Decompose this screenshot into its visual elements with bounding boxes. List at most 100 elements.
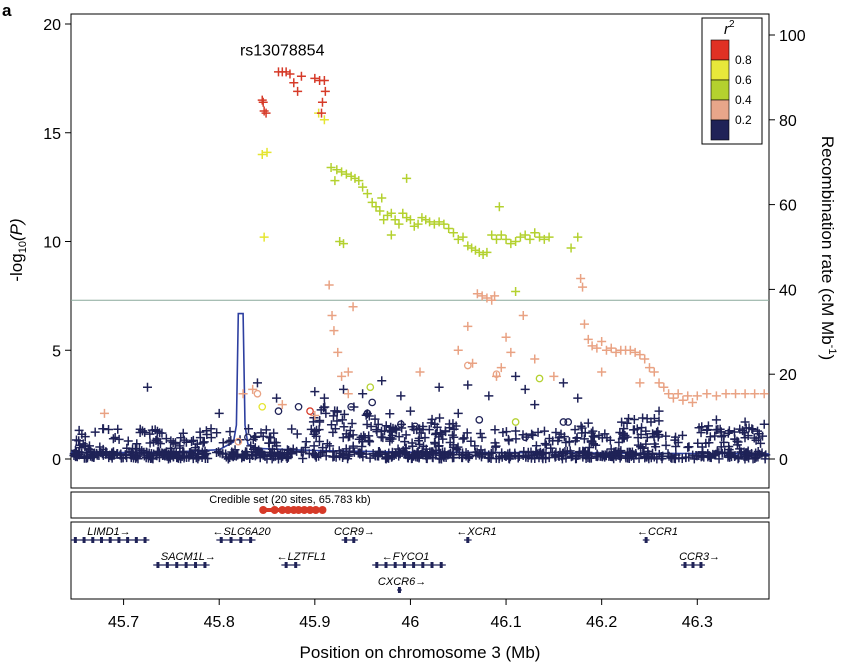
snp-point-r2-0.2-0.4 [337, 371, 347, 381]
snp-point-r2-low [277, 448, 287, 458]
snp-point-r2-low [155, 428, 165, 438]
snp-point-r2-low [681, 453, 691, 463]
snp-point-r2-low [331, 452, 341, 462]
snp-point-r2-0.4-0.6 [515, 232, 525, 242]
snp-point-r2-low [736, 447, 746, 457]
credible-set-site [284, 506, 293, 514]
credible-set-site [311, 506, 320, 514]
snp-point-r2-low [308, 417, 318, 427]
snp-point-r2-low [484, 391, 494, 401]
snp-point-r2-low [77, 448, 87, 458]
gene-exon [691, 562, 695, 568]
snp-point-r2-0.2-0.4 [576, 273, 586, 283]
credible-set-site [278, 506, 287, 514]
snp-point-r2-0.2-0.4 [702, 389, 712, 399]
snp-point-r2-0.8-1 [317, 97, 327, 107]
snp-point-r2-low [337, 415, 347, 425]
snp-point-r2-0.2-0.4 [343, 389, 353, 399]
snp-point-r2-low [734, 453, 744, 463]
snp-point-r2-low [386, 422, 396, 432]
snp-point-circle [258, 402, 267, 411]
snp-point-r2-0.4-0.6 [494, 202, 504, 212]
snp-point-r2-low [266, 433, 276, 443]
gene-label-fyco1: ←FYCO1 [382, 551, 430, 563]
snp-point-r2-low [75, 443, 85, 453]
snp-point-r2-0.4-0.6 [511, 237, 521, 246]
snp-point-r2-low [168, 437, 178, 447]
x-tick-label: 45.9 [299, 614, 330, 631]
snp-point-r2-0.6-0.8 [262, 147, 272, 157]
snp-point-r2-low [339, 422, 349, 432]
snp-point-r2-0.2-0.4 [277, 400, 287, 410]
snp-point-r2-low [477, 433, 487, 443]
snp-point-r2-0.4-0.6 [386, 230, 396, 240]
snp-point-r2-low [368, 449, 378, 459]
snp-point-r2-0.4-0.6 [394, 219, 404, 229]
snp-point-r2-low [538, 454, 548, 464]
snp-point-circle [244, 433, 252, 442]
snp-point-circle [397, 420, 405, 429]
snp-point-r2-low [550, 452, 560, 462]
snp-point-r2-low [275, 449, 285, 459]
snp-point-r2-low [703, 421, 713, 431]
credible-set-site [270, 506, 279, 514]
snp-point-r2-low [287, 447, 297, 457]
credible-set-site [259, 506, 268, 514]
snp-point-r2-low [749, 433, 759, 443]
snp-point-r2-low [301, 437, 311, 447]
snp-point-r2-low [761, 450, 771, 460]
legend-swatch [710, 39, 730, 61]
snp-point-r2-0.4-0.6 [371, 202, 381, 212]
credible-set-site [306, 506, 315, 514]
snp-point-r2-low [558, 448, 568, 458]
snp-point-r2-low [181, 437, 191, 447]
snp-point-r2-low [732, 440, 742, 450]
snp-point-r2-low [540, 439, 550, 449]
snp-point-r2-0.4-0.6 [439, 219, 449, 229]
snp-point-r2-low [365, 437, 375, 447]
snp-point-r2-low [579, 434, 589, 444]
gene-exon [439, 562, 443, 568]
snp-point-r2-low [195, 427, 205, 437]
snp-point-r2-low [439, 451, 449, 461]
snp-point-r2-low [452, 445, 462, 455]
gene-exon [229, 537, 233, 543]
snp-point-r2-low [197, 447, 207, 457]
snp-point-r2-0.4-0.6 [467, 243, 477, 253]
snp-point-r2-0.2-0.4 [601, 345, 611, 355]
snp-point-r2-low [394, 432, 404, 442]
snp-point-r2-0.2-0.4 [668, 393, 678, 403]
snp-point-r2-low [756, 438, 766, 448]
snp-point-r2-0.4-0.6 [382, 210, 392, 220]
snp-point-r2-low [653, 426, 663, 436]
snp-point-r2-low [339, 384, 349, 394]
snp-point-r2-0.4-0.6 [463, 241, 473, 251]
snp-point-r2-low [600, 429, 610, 439]
snp-point-r2-0.4-0.6 [535, 232, 545, 242]
y-tick-left-label: 20 [43, 17, 61, 34]
credible-set-site [294, 506, 303, 514]
snp-point-r2-0.8-1 [310, 73, 320, 83]
snp-point-r2-low [622, 418, 632, 428]
snp-point-r2-low [497, 452, 507, 462]
snp-point-r2-0.4-0.6 [346, 171, 356, 181]
snp-point-r2-0.2-0.4 [606, 343, 616, 353]
snp-point-r2-low [361, 410, 371, 420]
snp-point-r2-0.4-0.6 [470, 245, 480, 255]
snp-point-r2-low [638, 443, 648, 453]
snp-point-r2-0.4-0.6 [496, 230, 506, 240]
snp-point-r2-low [724, 445, 734, 455]
snp-point-r2-low [414, 436, 424, 446]
snp-point-r2-0.4-0.6 [530, 228, 540, 238]
gene-exon [412, 562, 416, 568]
snp-point-r2-0.8-1 [257, 95, 267, 105]
snp-point-r2-0.4-0.6 [350, 173, 360, 183]
snp-point-r2-0.4-0.6 [482, 247, 492, 257]
snp-point-r2-0.2-0.4 [463, 321, 473, 331]
snp-point-r2-low [92, 448, 102, 458]
snp-point-r2-0.2-0.4 [579, 319, 589, 329]
snp-point-circle [492, 370, 501, 379]
snp-point-r2-0.4-0.6 [332, 165, 342, 175]
gene-exon [143, 537, 147, 543]
snp-point-r2-0.2-0.4 [635, 378, 645, 388]
